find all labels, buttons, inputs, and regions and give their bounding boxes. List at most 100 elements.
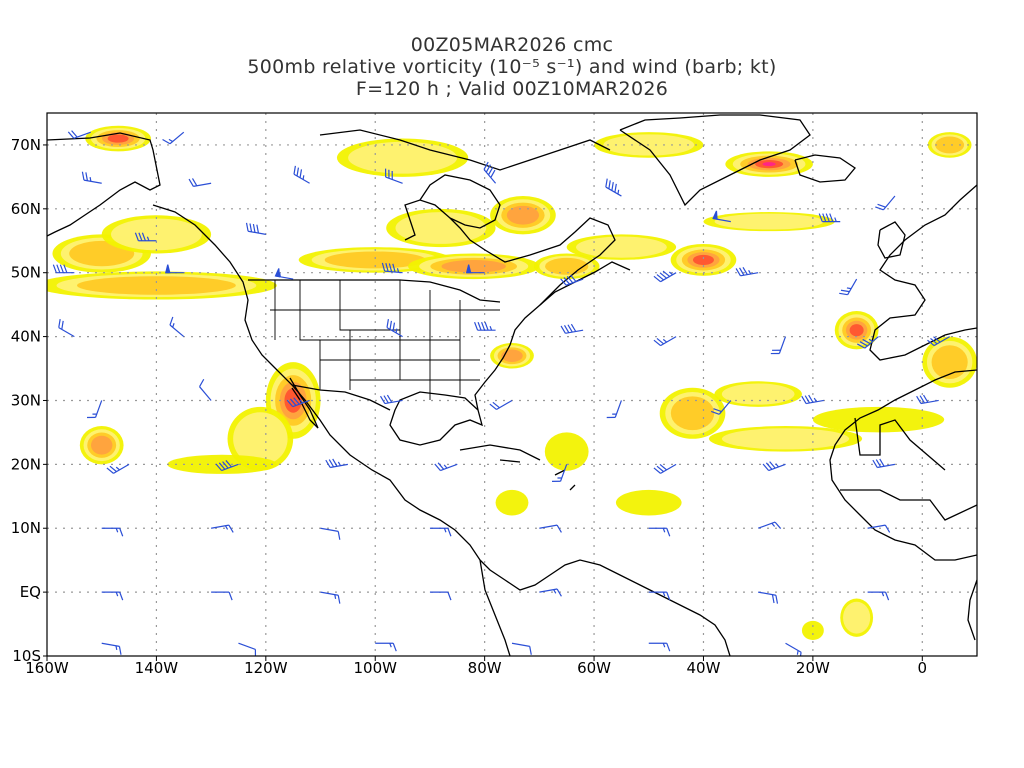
wind-barb xyxy=(106,463,130,474)
barb-half-flag xyxy=(146,236,150,241)
wind-barb xyxy=(211,591,233,601)
barb-shaft xyxy=(94,400,103,418)
wind-barb xyxy=(325,458,348,469)
barb-shaft xyxy=(882,195,896,211)
barb-flag xyxy=(656,274,664,281)
vorticity-contour-29-level-0 xyxy=(801,620,824,641)
coast-british-isles xyxy=(877,221,906,259)
longitude-tick-labels: 160W 140W 120W 100W 80W 60W 40W 20W 0 xyxy=(25,659,927,677)
coast-greenland xyxy=(619,114,811,207)
wind-barb xyxy=(511,642,532,655)
wind-barb xyxy=(238,642,257,656)
wind-barb xyxy=(81,171,102,184)
barb-half-flag xyxy=(89,177,92,182)
barb-flag xyxy=(106,467,114,474)
barb-shaft xyxy=(169,324,185,338)
wind-barb xyxy=(87,400,103,419)
barb-flag xyxy=(666,643,671,652)
barb-half-flag xyxy=(748,270,752,275)
barb-flag xyxy=(134,232,139,241)
wind-barb xyxy=(188,178,212,187)
barb-shaft xyxy=(238,642,256,650)
barb-flag xyxy=(228,591,233,601)
wind-barb xyxy=(539,588,562,597)
barb-flag xyxy=(656,465,664,473)
barb-shaft xyxy=(247,230,266,235)
barb-pennant xyxy=(465,264,472,274)
barb-shaft xyxy=(320,527,339,532)
barb-flag xyxy=(653,339,661,347)
wind-barbs xyxy=(52,130,950,656)
barb-flag xyxy=(916,395,922,404)
wind-barb xyxy=(101,642,122,655)
barb-flag xyxy=(775,595,779,604)
coast-north-america-west xyxy=(47,132,161,237)
vorticity-contour-1-level-2 xyxy=(76,276,236,295)
lon-tick-label: 100W xyxy=(354,659,398,677)
barb-flag xyxy=(386,394,393,403)
wind-barb xyxy=(552,464,568,482)
barb-pennant xyxy=(712,210,718,220)
wind-barb xyxy=(785,642,802,656)
lon-tick-label: 20W xyxy=(796,659,830,677)
vorticity-contour-28-level-1 xyxy=(843,601,871,634)
wind-barb xyxy=(164,264,184,274)
title-line-field: 500mb relative vorticity (10⁻⁵ s⁻¹) and … xyxy=(247,56,777,78)
lon-tick-label: 80W xyxy=(468,659,502,677)
barb-flag xyxy=(337,531,341,540)
wind-barb xyxy=(757,521,782,529)
wind-barb xyxy=(770,336,787,355)
wind-barb xyxy=(648,527,671,537)
vorticity-contour-30-level-2 xyxy=(935,136,965,154)
wind-barb xyxy=(653,336,677,347)
barb-half-flag xyxy=(224,525,229,530)
barb-flag xyxy=(879,458,885,467)
barb-flag xyxy=(839,292,848,296)
barb-flag xyxy=(552,480,561,482)
barb-flag xyxy=(56,264,61,273)
barb-flag xyxy=(566,275,574,284)
wind-barb xyxy=(169,316,185,338)
barb-shaft xyxy=(385,176,403,184)
wind-barb xyxy=(434,462,458,472)
wind-barb xyxy=(653,270,677,283)
barb-half-flag xyxy=(299,399,303,404)
wind-barb xyxy=(483,161,497,184)
barb-flag xyxy=(386,319,389,328)
barb-shaft xyxy=(83,179,102,184)
wind-barb xyxy=(648,591,671,601)
barb-shaft xyxy=(539,524,558,529)
barb-flag xyxy=(289,398,297,406)
vorticity-contour-12-level-1 xyxy=(348,141,458,174)
barb-flag xyxy=(919,395,925,404)
barb-flag xyxy=(611,182,614,191)
barb-flag xyxy=(885,591,890,601)
barb-flag xyxy=(252,223,256,233)
border-canada-us xyxy=(248,279,501,303)
wind-barb xyxy=(52,264,75,274)
border-africa-2 xyxy=(840,489,977,521)
barb-half-flag xyxy=(668,271,674,276)
barb-flag xyxy=(923,394,929,403)
wind-barb xyxy=(320,591,341,604)
barb-flag xyxy=(138,232,143,241)
lon-tick-label: 0 xyxy=(918,659,928,677)
barb-flag xyxy=(256,224,260,234)
barb-flag xyxy=(774,521,782,529)
barb-flag xyxy=(862,338,871,345)
barb-flag xyxy=(710,410,720,415)
barb-half-flag xyxy=(771,522,776,527)
barb-flag xyxy=(872,459,878,468)
wind-barb xyxy=(199,378,212,401)
barb-shaft xyxy=(293,173,310,184)
barb-flag xyxy=(477,321,482,331)
barb-flag xyxy=(169,316,174,326)
vorticity-contour-18-level-5 xyxy=(762,162,776,167)
lat-tick-label: EQ xyxy=(20,583,41,601)
barb-half-flag xyxy=(168,138,173,143)
wind-barb xyxy=(320,527,341,540)
barb-flag xyxy=(191,178,198,187)
barb-flag xyxy=(529,646,532,655)
barb-flag xyxy=(570,274,577,283)
barb-flag xyxy=(875,206,884,211)
